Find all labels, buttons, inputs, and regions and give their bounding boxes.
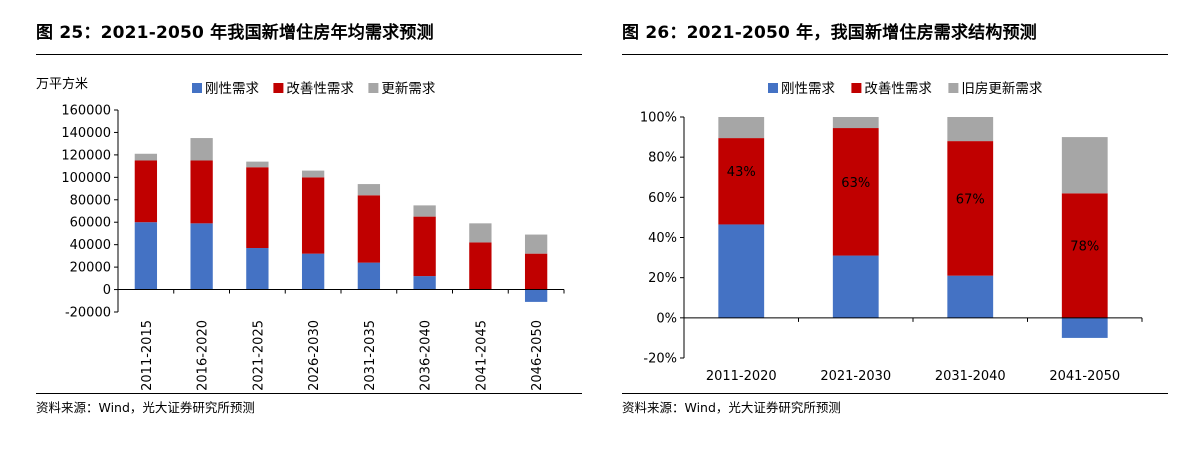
legend-swatch	[768, 83, 778, 93]
x-tick-label: 2031-2035	[363, 320, 378, 391]
legend-swatch	[273, 83, 284, 93]
bar-segment	[301, 177, 325, 254]
legend-label: 刚性需求	[781, 81, 835, 97]
figure-26-panel: 图 26：2021-2050 年，我国新增住房需求结构预测 -20% 0% 20% 4…	[622, 0, 1182, 449]
y-tick-label: 80%	[648, 151, 677, 166]
figure-25-title-rule	[36, 54, 582, 55]
figure-25-source-rule	[36, 393, 582, 394]
bar-segment	[413, 276, 436, 290]
bar-segment	[947, 117, 994, 142]
bar-segment	[469, 223, 492, 243]
bar-segment	[832, 255, 879, 318]
bar-segment	[301, 253, 325, 290]
bar-segment	[134, 153, 158, 161]
data-label: 63%	[841, 176, 870, 191]
legend-label: 改善性需求	[864, 81, 932, 97]
bar-segment	[190, 138, 213, 161]
y-tick-label: 20000	[70, 261, 111, 276]
x-tick-label: 2041-2045	[474, 320, 489, 391]
figure-25-panel: 图 25：2021-2050 年我国新增住房年均需求预测 -20000 0 2000…	[36, 0, 596, 449]
bar-segment	[718, 138, 765, 225]
legend-label: 旧房更新需求	[961, 81, 1042, 97]
bar-segment	[357, 262, 381, 290]
legend-label: 更新需求	[381, 81, 435, 97]
y-tick-label: 0%	[656, 311, 677, 326]
bar-segment	[246, 248, 269, 290]
data-label: 67%	[956, 192, 985, 207]
bar-segment	[524, 234, 548, 254]
x-tick-label: 2041-2050	[1049, 369, 1120, 384]
figure-26-source-rule	[622, 393, 1168, 394]
bar-segment	[134, 160, 158, 223]
bar-segment	[1061, 137, 1108, 194]
legend-swatch	[368, 83, 379, 93]
figure-26-source: 资料来源：Wind，光大证券研究所预测	[622, 400, 841, 415]
legend-swatch	[192, 83, 202, 93]
x-tick-label: 2011-2020	[706, 369, 777, 384]
bar-segment	[947, 141, 994, 276]
y-tick-label: 100%	[640, 111, 677, 126]
x-tick-label: 2016-2020	[196, 320, 211, 391]
y-tick-label: 140000	[61, 126, 111, 141]
bar-segment	[357, 195, 381, 263]
legend-label: 刚性需求	[205, 81, 259, 97]
x-tick-label: 2026-2030	[307, 320, 322, 391]
y-tick-label: 0	[103, 283, 111, 298]
bar-segment	[413, 205, 436, 217]
bar-segment	[718, 224, 765, 318]
y-tick-label: 160000	[61, 104, 111, 119]
y-tick-label: 60000	[70, 216, 111, 231]
y-tick-label: 40%	[648, 231, 677, 246]
y-tick-label: -20000	[65, 306, 111, 321]
bar-segment	[357, 184, 381, 196]
legend-label: 改善性需求	[286, 81, 354, 97]
bar-segment	[246, 167, 269, 249]
bar-segment	[246, 161, 269, 168]
bar-segment	[1061, 193, 1108, 318]
figure-26-chart: -20% 0% 20% 40% 60% 80% 100% 43% 63% 67% 78% 2011-2…	[640, 81, 1143, 384]
bar-segment	[718, 117, 765, 139]
bar-segment	[413, 216, 436, 277]
y-tick-label: 20%	[648, 271, 677, 286]
bar-segment	[1061, 317, 1108, 338]
y-tick-label: 80000	[70, 193, 111, 208]
legend-swatch	[948, 83, 959, 93]
y-tick-label: 120000	[61, 148, 111, 163]
bar-segment	[947, 275, 994, 318]
figure-25-source: 资料来源：Wind，光大证券研究所预测	[36, 400, 255, 415]
figure-26-title-rule	[622, 54, 1168, 55]
legend-swatch	[851, 83, 862, 93]
y-axis-unit-label: 万平方米	[36, 76, 88, 92]
bar-segment	[524, 253, 548, 290]
bar-segment	[832, 128, 879, 256]
x-tick-label: 2046-2050	[530, 320, 545, 391]
figure-25-title: 图 25：2021-2050 年我国新增住房年均需求预测	[36, 23, 434, 43]
figure-25-chart: -20000 0 20000 40000 60000 80000 100000 120000 1…	[36, 76, 565, 391]
x-tick-label: 2036-2040	[419, 320, 434, 391]
bar-segment	[190, 160, 213, 224]
figure-26-title: 图 26：2021-2050 年，我国新增住房需求结构预测	[622, 23, 1037, 43]
data-label: 43%	[727, 165, 756, 180]
bar-segment	[469, 242, 492, 290]
bar-segment	[301, 170, 325, 178]
x-tick-label: 2011-2015	[140, 320, 155, 391]
bar-segment	[134, 222, 158, 290]
bar-segment	[190, 223, 213, 290]
bar-segment	[524, 289, 548, 302]
y-tick-label: -20%	[643, 352, 677, 367]
y-tick-label: 40000	[70, 238, 111, 253]
x-tick-label: 2021-2025	[251, 320, 266, 391]
bar-segment	[832, 117, 879, 129]
y-tick-label: 100000	[61, 171, 111, 186]
x-tick-label: 2031-2040	[935, 369, 1006, 384]
x-tick-label: 2021-2030	[820, 369, 891, 384]
data-label: 78%	[1070, 240, 1099, 255]
y-tick-label: 60%	[648, 191, 677, 206]
